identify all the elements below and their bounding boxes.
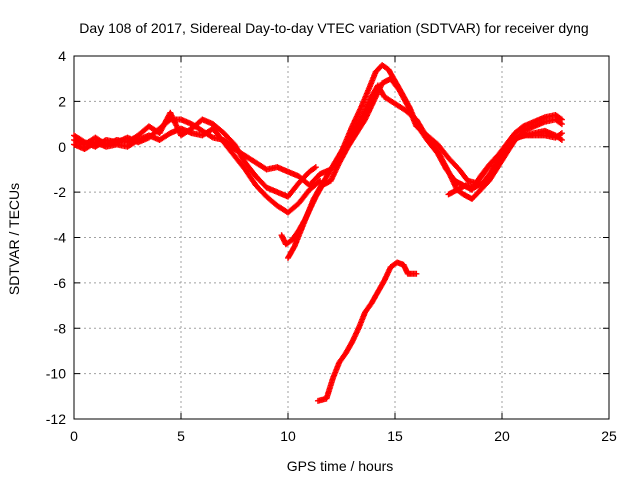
y-tick-label: -6 [54, 275, 67, 291]
data-points [71, 62, 565, 404]
data-point [290, 244, 297, 251]
data-point [558, 130, 565, 137]
y-tick-label: -8 [54, 320, 67, 336]
data-point [558, 116, 565, 123]
data-point [557, 131, 564, 138]
y-tick-label: -4 [54, 230, 67, 246]
y-tick-label: -2 [54, 184, 67, 200]
chart-title: Day 108 of 2017, Sidereal Day-to-day VTE… [79, 20, 588, 36]
data-point [557, 115, 564, 122]
x-tick-label: 20 [494, 428, 510, 444]
y-tick-label: 0 [58, 139, 66, 155]
data-point [413, 270, 420, 277]
data-point [166, 117, 173, 124]
data-point [311, 165, 318, 172]
x-axis-label: GPS time / hours [287, 458, 394, 474]
y-tick-label: -12 [46, 411, 66, 427]
y-tick-label: -10 [46, 366, 66, 382]
y-tick-label: 2 [58, 93, 66, 109]
y-axis-label: SDTVAR / TECUs [6, 183, 22, 295]
data-point [558, 136, 565, 143]
x-tick-label: 10 [280, 428, 296, 444]
x-tick-label: 15 [387, 428, 403, 444]
data-point [312, 164, 319, 171]
y-tick-label: 4 [58, 48, 66, 64]
grid [74, 56, 609, 419]
x-tick-label: 25 [601, 428, 617, 444]
x-tick-label: 0 [70, 428, 78, 444]
x-tick-label: 5 [177, 428, 185, 444]
